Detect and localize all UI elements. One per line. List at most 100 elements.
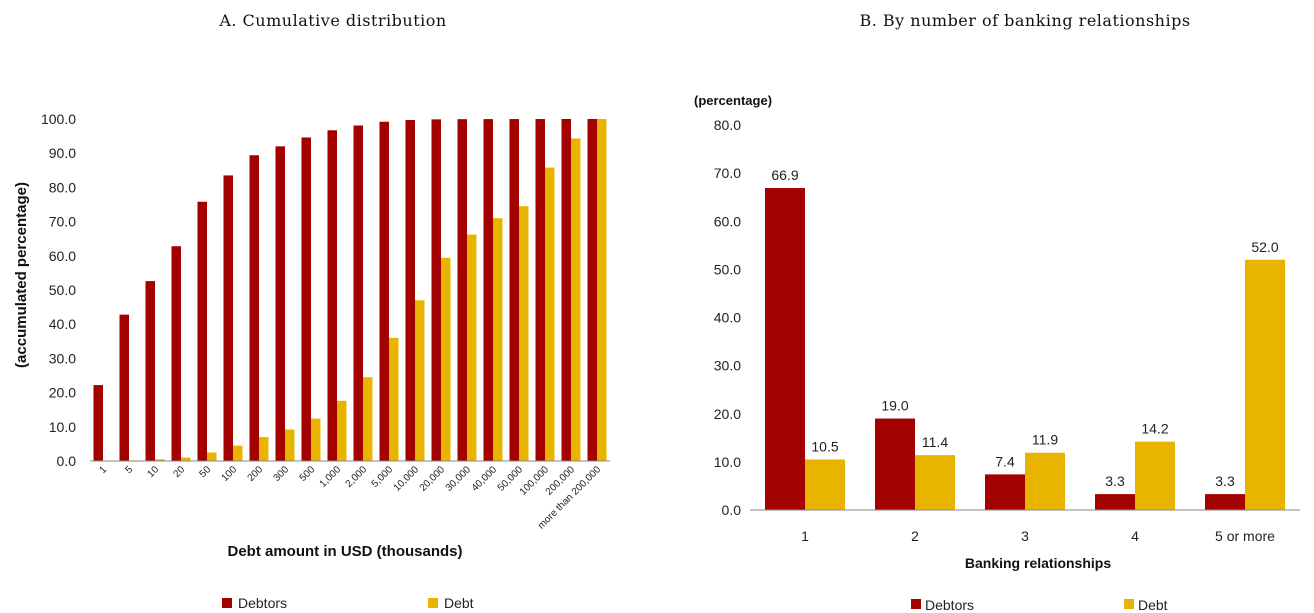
panel-b-legend-debtors: Debtors [925, 597, 974, 613]
panel-b-legend-debt: Debt [1138, 597, 1168, 613]
panel-a-bar-debt [259, 437, 269, 461]
panel-a-bar-debt [415, 300, 425, 461]
panel-b-legend-debtors-swatch [911, 599, 921, 609]
panel-a-bar-debt [441, 257, 451, 461]
panel-a-ytick: 20.0 [49, 385, 76, 401]
panel-a-xtick: 30,000 [444, 464, 474, 494]
panel-a-bar-debtors [171, 246, 181, 461]
panel-a-bar-debtors [379, 121, 389, 462]
panel-b-bar-debtors [1095, 494, 1135, 510]
panel-a-bar-debtors [561, 119, 571, 461]
panel-a-bar-debtors [223, 175, 233, 461]
panel-a-bar-debtors [587, 119, 597, 461]
panel-b-ytick: 60.0 [714, 213, 741, 229]
panel-a-bar-debt [207, 452, 217, 461]
panel-b-xtick: 5 or more [1215, 528, 1275, 544]
panel-a-ytick: 60.0 [49, 248, 76, 264]
panel-a-xlabel: Debt amount in USD (thousands) [228, 543, 463, 560]
panel-a-bar-debtors [119, 314, 129, 461]
panel-a-xtick: 500 [298, 464, 318, 484]
panel-a-bar-debt [233, 445, 243, 461]
panel-a-xtick: 20,000 [418, 464, 448, 494]
panel-a-ytick: 100.0 [41, 111, 76, 127]
panel-a-bar-debtors [431, 119, 441, 461]
panel-a-xtick: 50 [197, 464, 213, 480]
panel-a-xtick: 100 [220, 464, 240, 484]
panel-a-bar-debtors [535, 119, 545, 461]
panel-a-bar-debtors [327, 130, 337, 461]
panel-a-bar-debt [285, 429, 295, 461]
panel-a-ytick: 50.0 [49, 282, 76, 298]
panel-a-bar-debt [389, 337, 399, 461]
panel-b-data-label: 3.3 [1215, 473, 1235, 489]
panel-a-ytick: 0.0 [57, 453, 77, 469]
panel-b-xlabel: Banking relationships [965, 555, 1111, 571]
panel-b-title: B. By number of banking relationships [859, 11, 1190, 30]
panel-a-xtick: 20 [171, 464, 187, 480]
panel-a-ytick: 70.0 [49, 214, 76, 230]
panel-a-xtick: 10,000 [392, 464, 422, 494]
panel-a-ytick: 80.0 [49, 179, 76, 195]
panel-a-bar-debtors [509, 119, 519, 462]
panel-a-bar-debt [597, 119, 607, 461]
panel-b-bar-debt [1135, 441, 1175, 510]
panel-b-ytick: 30.0 [714, 358, 741, 374]
panel-a-bar-debt [337, 400, 347, 461]
panel-b-xtick: 1 [801, 528, 809, 544]
panel-b-bar-debtors [1205, 494, 1245, 510]
panel-b-ytick: 40.0 [714, 310, 741, 326]
panel-b-bar-debtors [765, 188, 805, 510]
panel-b-data-label: 3.3 [1105, 473, 1125, 489]
panel-b-data-label: 11.4 [922, 434, 948, 450]
panel-b-subtitle: (percentage) [694, 93, 772, 108]
panel-a-ytick: 40.0 [49, 316, 76, 332]
panel-a-xtick: 40,000 [470, 464, 500, 494]
panel-a-legend-debt: Debt [444, 595, 474, 611]
panel-a-xtick: 5 [123, 464, 135, 476]
panel-a-legend-debt-swatch [428, 598, 438, 608]
panel-a-bar-debt [311, 418, 321, 461]
panel-a-xtick: 300 [272, 464, 292, 484]
panel-b-data-label: 10.5 [811, 438, 838, 454]
panel-a-bar-debt [467, 234, 477, 461]
panel-a-bar-debtors [483, 119, 493, 461]
panel-a-bar-debtors [353, 125, 363, 462]
panel-b-xtick: 4 [1131, 528, 1139, 544]
panel-a-title: A. Cumulative distribution [218, 11, 446, 30]
panel-b-bar-debtors [875, 418, 915, 510]
panel-a-bar-debtors [145, 281, 155, 461]
panel-a-bar-debt [545, 167, 555, 461]
panel-b-ytick: 20.0 [714, 406, 741, 422]
panel-b-ytick: 0.0 [722, 502, 742, 518]
panel-b-bar-debt [805, 459, 845, 510]
panel-b-bar-debt [1025, 452, 1065, 510]
panel-b-bar-debtors [985, 474, 1025, 510]
panel-a-bar-debtors [457, 119, 467, 462]
panel-a-legend-debtors: Debtors [238, 595, 287, 611]
panel-b-xtick: 3 [1021, 528, 1029, 544]
panel-a-bar-debtors [301, 137, 311, 461]
panel-b-ytick: 10.0 [714, 454, 741, 470]
panel-b-data-label: 11.9 [1032, 432, 1058, 448]
panel-a-bar-debt [493, 218, 503, 461]
panel-b-data-label: 19.0 [881, 398, 908, 414]
panel-b-xtick: 2 [911, 528, 919, 544]
panel-a-bar-debtors [197, 201, 207, 461]
panel-a-xtick: 200 [246, 464, 266, 484]
panel-b-data-label: 7.4 [995, 453, 1015, 469]
panel-a-legend-debtors-swatch [222, 598, 232, 608]
panel-a-ytick: 90.0 [49, 145, 76, 161]
panel-a-bar-debtors [249, 155, 259, 461]
panel-a-xtick: 1,000 [318, 464, 344, 490]
panel-b-bar-debt [915, 455, 955, 510]
panel-a-bar-debtors [275, 146, 285, 462]
panel-b-legend-debt-swatch [1124, 599, 1134, 609]
panel-a-bar-debtors [405, 120, 415, 461]
panel-b-ytick: 80.0 [714, 117, 741, 133]
panel-a-bar-debt [181, 457, 191, 461]
panel-a-bar-debt [519, 206, 529, 461]
panel-b-bar-debt [1245, 259, 1285, 510]
panel-a-bar-debtors [93, 385, 103, 461]
panel-a-xtick: 2,000 [344, 464, 370, 490]
